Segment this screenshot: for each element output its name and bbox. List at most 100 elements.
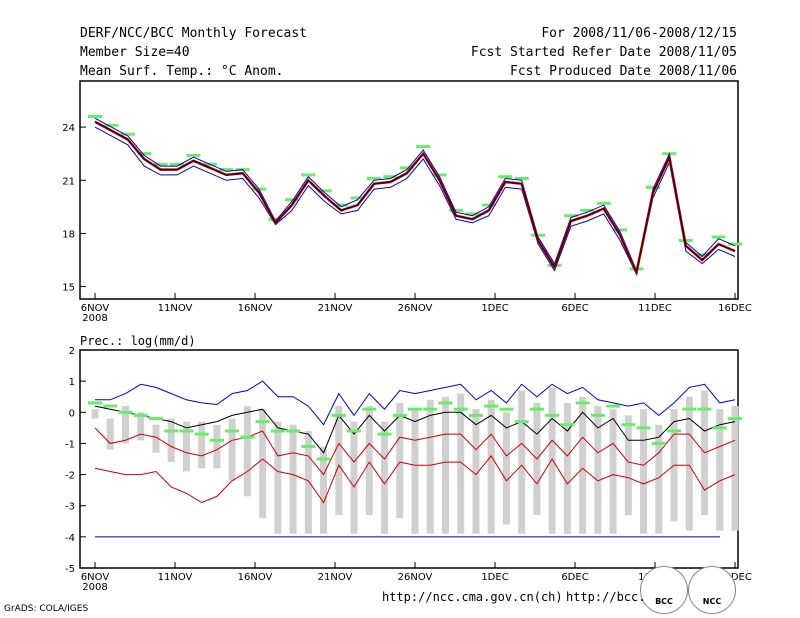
temp-xtick-label: 11DEC: [638, 303, 672, 314]
prec-spread-bar: [594, 406, 602, 534]
prec-ytick-label: -2: [65, 471, 75, 482]
temp-mean-red-line: [94, 120, 736, 277]
temp-xtick-label: 11NOV: [158, 303, 193, 314]
prec-xtick-label: 6NOV: [81, 572, 110, 583]
prec-spread-bar: [579, 396, 587, 534]
temp-xtick-label: 26NOV: [398, 303, 433, 314]
prec-spread-bar: [518, 390, 526, 534]
prec-xtick-label: 16DEC: [718, 572, 752, 583]
temp-mean-line: [94, 121, 736, 275]
ncc-logo-label: NCC: [702, 597, 722, 606]
prec-spread-bar: [365, 406, 373, 516]
prec-xtick-label: 11NOV: [158, 572, 193, 583]
prec-spread-bar: [121, 406, 129, 444]
prec-spread-bar: [624, 415, 632, 516]
temp-ytick-label: 21: [62, 176, 75, 187]
temp-ytick-label: 24: [62, 123, 75, 134]
prec-spread-bar: [731, 406, 739, 531]
prec-spread-bar: [716, 409, 724, 531]
temp-panel: 24 21 18 15 6NOV 11NOV 16NOV 21NOV 26NOV 1DEC 6DEC…: [62, 114, 752, 324]
temp-panel-frame: [79, 80, 739, 300]
temp-xtick-label: 16DEC: [718, 303, 752, 314]
temp-xtick-label: 1DEC: [481, 303, 508, 314]
prec-xtick-label: 26NOV: [398, 572, 433, 583]
prec-spread-bar: [381, 421, 389, 534]
member-size: Member Size=40: [80, 45, 190, 60]
temp-max-line: [94, 117, 736, 273]
header-right: For 2008/11/06-2008/12/15 Fcst Started R…: [471, 24, 737, 81]
prec-panel-title: Prec.: log(mm/d): [80, 334, 196, 348]
prec-panel: 2 1 0 -1 -2 -3 -4 -5 6NOV 11NOV 16NOV 21NOV 26NOV 1DE…: [65, 346, 752, 593]
prec-spread-bar: [259, 409, 267, 519]
prec-spread-bar: [182, 421, 190, 472]
prec-spread-bar: [350, 421, 358, 534]
prec-spread-bar: [502, 412, 510, 525]
prec-spread-bar: [213, 424, 221, 469]
temp-xtick-label: 21NOV: [318, 303, 353, 314]
prec-ytick-label: -3: [65, 502, 75, 513]
prec-ytick-label: 0: [69, 408, 75, 419]
prec-spread-bar: [106, 418, 114, 450]
forecast-title: DERF/NCC/BCC Monthly Forecast: [80, 26, 307, 41]
prec-lower-line: [94, 455, 736, 504]
prec-spread-bar: [198, 421, 206, 469]
bcc-logo: BCC: [640, 566, 688, 614]
prec-spread-bar: [274, 421, 282, 534]
temp-year-label: 2008: [82, 313, 107, 324]
bcc-logo-label: BCC: [655, 597, 673, 606]
prec-spread-bar: [609, 409, 617, 534]
temp-min-line: [94, 126, 736, 276]
prec-xtick-label: 16NOV: [238, 572, 273, 583]
temp-xtick-label: 6NOV: [81, 303, 110, 314]
prec-spread-bar: [411, 409, 419, 534]
prec-spread-bar: [228, 418, 236, 481]
forecast-produced-date: Fcst Produced Date 2008/11/06: [510, 64, 737, 79]
prec-spread-bar: [457, 393, 465, 534]
prec-spread-bar: [685, 396, 693, 531]
prec-spread-bar: [426, 399, 434, 534]
variable-label: Mean Surf. Temp.: °C Anom.: [80, 64, 284, 79]
prec-spread-bar: [335, 406, 343, 516]
forecast-start-date: Fcst Started Refer Date 2008/11/05: [470, 45, 737, 60]
prec-spread-bar: [243, 406, 251, 497]
prec-spread-bar: [640, 409, 648, 534]
prec-spread-bar: [167, 418, 175, 463]
prec-ytick-label: -5: [65, 564, 75, 575]
grads-credit: GrADS: COLA/IGES: [4, 604, 89, 614]
prec-upper-line: [95, 380, 736, 426]
temp-xtick-label: 16NOV: [238, 303, 273, 314]
prec-spread-bar: [472, 409, 480, 534]
prec-ytick-label: 2: [69, 346, 75, 357]
prec-panel-frame: [79, 349, 739, 569]
prec-year-label: 2008: [82, 582, 107, 593]
prec-xtick-label: 6DEC: [561, 572, 588, 583]
prec-spread-bar: [487, 399, 495, 534]
prec-spread-bar: [441, 396, 449, 534]
temp-ytick-label: 18: [62, 229, 75, 240]
prec-ytick-label: -1: [65, 439, 75, 450]
prec-xtick-label: 1DEC: [481, 572, 508, 583]
prec-spread-bar: [137, 412, 145, 441]
forecast-period: For 2008/11/06-2008/12/15: [541, 26, 737, 41]
prec-ytick-label: -4: [65, 533, 75, 544]
header-left: DERF/NCC/BCC Monthly Forecast Member Siz…: [80, 24, 307, 81]
prec-spread-bar: [396, 402, 404, 519]
ncc-url-link[interactable]: http://ncc.cma.gov.cn(ch): [382, 590, 563, 604]
prec-spread-bar: [91, 409, 99, 419]
prec-ytick-label: 1: [69, 377, 75, 388]
prec-spread-bar: [655, 424, 663, 534]
prec-spread-bar: [304, 430, 312, 534]
bcc-url-link[interactable]: http://bcc.: [566, 590, 646, 604]
prec-spread-bar: [548, 387, 556, 534]
prec-spread-bar: [563, 402, 571, 534]
prec-spread-bar: [320, 446, 328, 534]
prec-spread-bar: [289, 424, 297, 534]
ncc-logo: NCC: [688, 566, 736, 614]
temp-ytick-label: 15: [62, 283, 75, 294]
prec-mean-line: [94, 405, 736, 454]
prec-xtick-label: 21NOV: [318, 572, 353, 583]
temp-xtick-label: 6DEC: [561, 303, 588, 314]
prec-spread-bar: [152, 424, 160, 453]
prec-quantile-line: [94, 427, 736, 476]
